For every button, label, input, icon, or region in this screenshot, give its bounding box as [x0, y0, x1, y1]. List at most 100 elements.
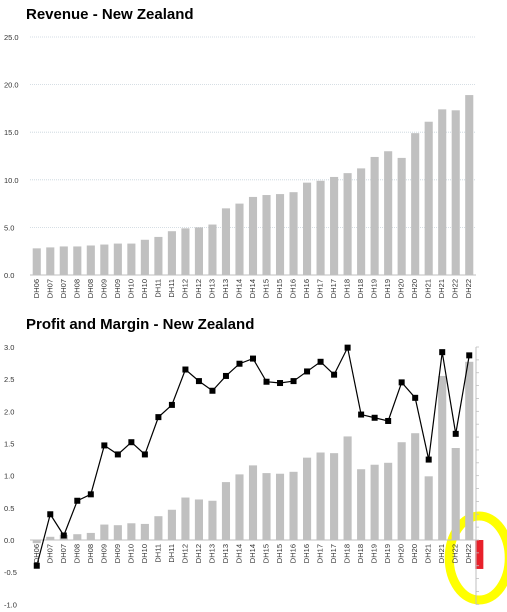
revenue-bar	[303, 182, 312, 275]
highlight-circle	[444, 511, 507, 605]
revenue-x-tick-label: DH22	[464, 279, 473, 298]
margin-marker	[74, 497, 81, 504]
profit-bar	[235, 474, 244, 540]
revenue-x-tick-label: DH13	[221, 279, 230, 298]
profit-x-tick-label: DH13	[207, 544, 216, 563]
profit-bar	[181, 497, 190, 540]
margin-marker	[358, 411, 365, 418]
margin-marker	[33, 562, 40, 569]
revenue-x-tick-label: DH08	[86, 279, 95, 298]
revenue-x-tick-label: DH09	[99, 279, 108, 298]
revenue-bar	[32, 248, 41, 275]
profit-bar	[424, 476, 433, 540]
margin-marker	[222, 372, 229, 379]
profit-bar	[73, 534, 82, 540]
margin-marker	[155, 414, 162, 421]
revenue-bar	[100, 244, 109, 275]
revenue-x-tick-label: DH16	[302, 279, 311, 298]
profit-y-tick-label: 2.5	[4, 375, 14, 384]
profit-x-tick-label: DH15	[275, 544, 284, 563]
profit-x-tick-label: DH18	[356, 544, 365, 563]
revenue-x-tick-label: DH18	[356, 279, 365, 298]
revenue-bar	[46, 247, 55, 275]
profit-bar	[46, 536, 55, 540]
revenue-bar	[154, 236, 163, 275]
margin-marker	[114, 451, 121, 458]
revenue-bar	[194, 227, 203, 275]
revenue-x-tick-label: DH19	[383, 279, 392, 298]
revenue-x-tick-label: DH20	[410, 279, 419, 298]
revenue-bar	[424, 121, 433, 275]
profit-bar	[465, 361, 474, 540]
margin-marker	[195, 378, 202, 385]
revenue-x-tick-label: DH14	[248, 279, 257, 298]
revenue-bar	[235, 203, 244, 275]
revenue-x-tick-label: DH12	[180, 279, 189, 298]
profit-x-tick-label: DH17	[329, 544, 338, 563]
revenue-y-tick-label: 15.0	[4, 128, 19, 137]
revenue-x-tick-label: DH17	[316, 279, 325, 298]
revenue-bar	[248, 196, 258, 275]
profit-x-tick-label: DH18	[343, 544, 352, 563]
revenue-x-tick-label: DH16	[289, 279, 298, 298]
profit-x-tick-label: DH10	[140, 544, 149, 563]
revenue-y-tick-label: 5.0	[4, 223, 14, 232]
margin-marker	[60, 532, 67, 539]
profit-x-tick-label: DH14	[248, 544, 257, 563]
profit-y-tick-label: 1.0	[4, 472, 14, 481]
revenue-y-tick-label: 0.0	[4, 271, 14, 280]
profit-bar	[140, 523, 149, 540]
revenue-x-tick-label: DH11	[153, 279, 162, 298]
revenue-bar	[343, 173, 352, 275]
profit-x-tick-label: DH20	[410, 544, 419, 563]
margin-marker	[182, 366, 189, 373]
margin-marker	[236, 360, 243, 367]
profit-bar	[86, 532, 95, 540]
margin-marker	[385, 417, 392, 424]
profit-x-tick-label: DH22	[451, 544, 460, 563]
profit-bar	[127, 523, 136, 540]
revenue-x-tick-label: DH22	[451, 279, 460, 298]
profit-bar	[154, 516, 163, 540]
revenue-bar	[275, 194, 285, 275]
revenue-bar	[127, 243, 136, 275]
revenue-bar	[438, 109, 447, 276]
revenue-x-tick-label: DH14	[234, 279, 243, 298]
profit-bar	[275, 473, 285, 540]
profit-bar	[289, 471, 298, 540]
revenue-x-tick-label: DH21	[424, 279, 433, 298]
revenue-y-tick-label: 10.0	[4, 176, 19, 185]
revenue-bar	[411, 133, 420, 275]
revenue-bar	[181, 228, 190, 275]
revenue-x-tick-label: DH11	[167, 279, 176, 298]
profit-bar	[208, 500, 217, 540]
revenue-bar	[465, 95, 474, 276]
profit-x-tick-label: DH21	[424, 544, 433, 563]
margin-marker	[250, 355, 256, 362]
margin-marker	[47, 511, 54, 518]
profit-bar	[167, 509, 176, 540]
margin-marker	[209, 387, 216, 394]
margin-marker	[344, 344, 351, 351]
revenue-bar	[397, 157, 406, 275]
margin-marker	[87, 491, 94, 498]
revenue-bar	[330, 176, 339, 275]
profit-x-tick-label: DH09	[99, 544, 108, 563]
profit-x-tick-label: DH10	[126, 544, 135, 563]
margin-marker	[168, 401, 175, 408]
revenue-x-tick-label: DH17	[329, 279, 338, 298]
profit-bar	[330, 453, 339, 540]
revenue-x-tick-label: DH19	[370, 279, 379, 298]
margin-marker	[398, 379, 405, 386]
profit-x-tick-label: DH20	[397, 544, 406, 563]
margin-marker	[371, 414, 378, 421]
profit-x-tick-label: DH22	[464, 544, 473, 563]
profit-bar	[451, 448, 460, 540]
revenue-bar	[316, 180, 325, 275]
revenue-x-tick-label: DH10	[126, 279, 135, 298]
profit-x-tick-label: DH13	[221, 544, 230, 563]
margin-marker	[425, 456, 432, 463]
revenue-x-tick-label: DH08	[72, 279, 81, 298]
revenue-bar	[113, 243, 122, 275]
profit-bar	[303, 457, 312, 540]
